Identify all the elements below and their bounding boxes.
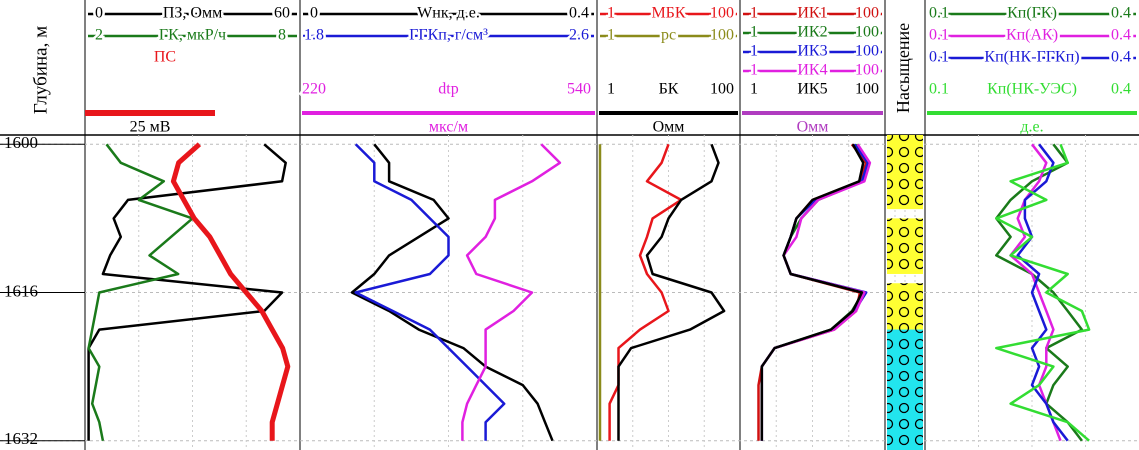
- curve-name: ПЗ, Омм: [163, 5, 222, 22]
- curve-name: Wнк, д.е.: [417, 5, 480, 22]
- curve-name: dtp: [438, 81, 458, 98]
- curve-name: ИК5: [797, 81, 827, 98]
- depth-axis-label: Глубина, м: [30, 26, 51, 114]
- scale-max: 100: [710, 27, 734, 44]
- scale-label: 25 мВ: [130, 119, 171, 136]
- track-unit: Омм: [797, 119, 829, 136]
- scale-min: 2: [95, 27, 103, 44]
- scale-min: 1: [750, 81, 758, 98]
- scale-min: 1: [607, 81, 615, 98]
- scale-max: 2.6: [569, 27, 589, 44]
- curve-name: Кп(НК-УЭС): [987, 81, 1077, 98]
- scale-max: 8: [278, 27, 286, 44]
- curve-name: МБК: [651, 5, 685, 22]
- scale-max: 100: [710, 5, 734, 22]
- background: [0, 0, 1139, 450]
- depth-tick-label: 1632: [4, 429, 38, 448]
- scale-min: 1: [607, 5, 615, 22]
- saturation-pattern: [887, 135, 923, 209]
- curve-name: ПС: [154, 49, 176, 66]
- track-title: Насыщение: [893, 23, 913, 113]
- curve-name: ИК3: [797, 43, 827, 60]
- curve-name: ИК4: [797, 62, 827, 79]
- scale-min: 0.1: [929, 5, 949, 22]
- depth-tick-label: 1616: [4, 281, 38, 300]
- scale-max: 100: [855, 43, 879, 60]
- curve-name: рс: [661, 27, 676, 44]
- scale-max: 0.4: [1111, 81, 1131, 98]
- depth-tick-label: 1600: [4, 133, 38, 152]
- saturation-pattern: [887, 218, 923, 274]
- scale-min: 1.8: [304, 27, 324, 44]
- scale-min: 1: [750, 43, 758, 60]
- scale-min: 1: [750, 24, 758, 41]
- curve-name: ИК1: [797, 5, 827, 22]
- track: [887, 135, 923, 450]
- curve-name: БК: [659, 81, 679, 98]
- scale-min: 1: [750, 62, 758, 79]
- scale-max: 60: [274, 5, 290, 22]
- scale-min: 0.1: [929, 81, 949, 98]
- curve-name: ГК, мкР/ч: [159, 27, 226, 44]
- scale-max: 100: [855, 62, 879, 79]
- saturation-pattern: [887, 330, 923, 450]
- scale-min: 1: [750, 5, 758, 22]
- curve-name: Кп(ГК): [1007, 5, 1057, 22]
- scale-max: 100: [855, 24, 879, 41]
- scale-max: 0.4: [1111, 49, 1131, 66]
- scale-max: 540: [567, 81, 591, 98]
- track-unit: Омм: [653, 119, 685, 136]
- track-unit: д.е.: [1020, 119, 1043, 136]
- well-log-chart: Глубина, м 1600 1616 1632 0 ПЗ, Омм 60 2 ГК, мк…: [0, 0, 1139, 450]
- scale-min: 1: [607, 27, 615, 44]
- scale-min: 220: [302, 81, 326, 98]
- curve-name: ИК2: [797, 24, 827, 41]
- scale-min: 0.1: [929, 49, 949, 66]
- curve-name: Кп(АК): [1006, 27, 1058, 44]
- scale-min: 0: [95, 5, 103, 22]
- scale-min: 0.1: [929, 27, 949, 44]
- track-unit: мкс/м: [429, 119, 468, 136]
- curve-name: Кп(НК-ГГКп): [984, 49, 1079, 66]
- scale-max: 0.4: [1111, 27, 1131, 44]
- scale-min: 0: [310, 5, 318, 22]
- curve-name: ГГКп, г/см³: [409, 27, 488, 44]
- scale-max: 0.4: [1111, 5, 1131, 22]
- scale-max: 100: [855, 5, 879, 22]
- saturation-pattern: [887, 283, 923, 329]
- scale-max: 100: [710, 81, 734, 98]
- scale-max: 0.4: [569, 5, 589, 22]
- scale-max: 100: [855, 81, 879, 98]
